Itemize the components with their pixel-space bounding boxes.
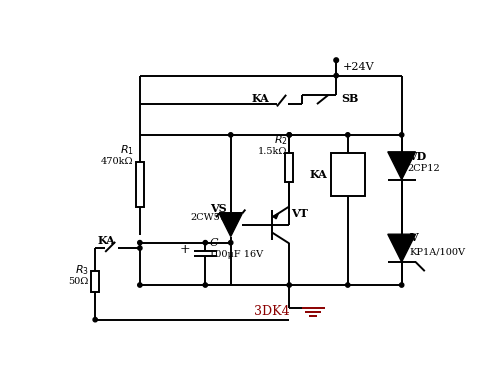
Polygon shape — [219, 213, 242, 237]
Circle shape — [138, 246, 142, 250]
Circle shape — [399, 133, 404, 137]
Text: 470kΩ: 470kΩ — [101, 157, 134, 166]
Text: 2CP12: 2CP12 — [408, 164, 441, 173]
Circle shape — [334, 73, 338, 78]
Circle shape — [287, 133, 291, 137]
Circle shape — [346, 283, 350, 287]
Text: VS: VS — [210, 203, 227, 213]
Circle shape — [334, 58, 339, 63]
Bar — [91, 271, 99, 291]
Text: SB: SB — [342, 93, 359, 104]
Bar — [285, 153, 293, 182]
Circle shape — [203, 240, 208, 245]
Text: KA: KA — [98, 235, 115, 246]
Circle shape — [93, 318, 97, 322]
Text: $R_2$: $R_2$ — [274, 133, 288, 147]
Bar — [136, 163, 143, 207]
Circle shape — [287, 283, 291, 287]
Text: KA: KA — [251, 93, 269, 104]
Circle shape — [287, 133, 291, 137]
Polygon shape — [388, 234, 416, 262]
Text: 50Ω: 50Ω — [69, 277, 89, 286]
Text: 2CW51: 2CW51 — [191, 213, 227, 222]
Text: $R_3$: $R_3$ — [75, 263, 89, 276]
Text: 100μF 16V: 100μF 16V — [209, 250, 263, 259]
Text: C: C — [209, 239, 217, 249]
Text: KP1A/100V: KP1A/100V — [409, 247, 465, 256]
Circle shape — [399, 283, 404, 287]
Text: V: V — [409, 232, 418, 243]
Text: +24V: +24V — [342, 62, 374, 72]
Circle shape — [229, 240, 233, 245]
Polygon shape — [273, 213, 279, 219]
Text: $R_1$: $R_1$ — [120, 143, 134, 157]
Text: VT: VT — [291, 208, 309, 219]
Text: VD: VD — [408, 151, 426, 162]
Circle shape — [138, 240, 142, 245]
Text: 1.5kΩ: 1.5kΩ — [258, 147, 288, 156]
Circle shape — [229, 133, 233, 137]
Polygon shape — [388, 152, 416, 179]
Bar — [331, 152, 365, 196]
Text: 3DK4: 3DK4 — [254, 305, 290, 318]
Text: KA: KA — [309, 169, 327, 180]
Text: +: + — [179, 243, 190, 256]
Circle shape — [346, 133, 350, 137]
Circle shape — [138, 283, 142, 287]
Circle shape — [203, 283, 208, 287]
